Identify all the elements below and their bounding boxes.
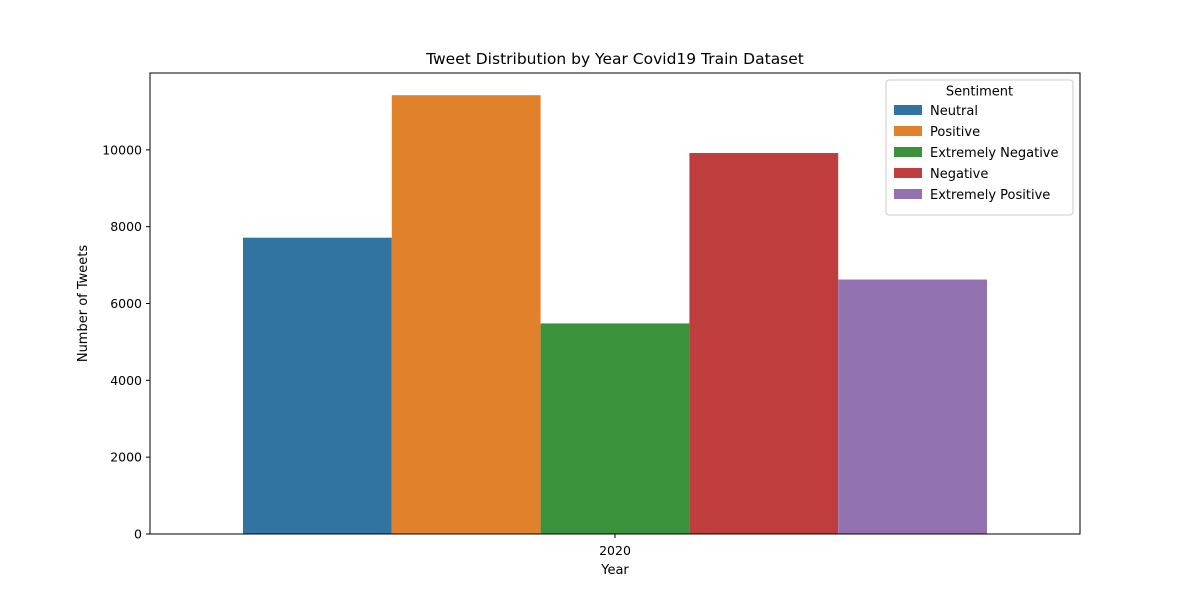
plot-frame <box>149 72 1081 535</box>
y-axis: 0 2000 4000 6000 8000 10000 <box>102 142 150 542</box>
bar-extremely-negative <box>540 323 690 534</box>
x-axis: 2020 <box>599 534 631 558</box>
y-tick-label: 6000 <box>110 296 142 311</box>
chart-title: Tweet Distribution by Year Covid19 Train… <box>425 50 804 68</box>
legend-swatch <box>894 168 922 178</box>
legend-swatch <box>894 189 922 199</box>
bar-extremely-positive <box>838 279 987 534</box>
legend-title: Sentiment <box>946 85 1013 100</box>
legend-item-negative: Negative <box>930 167 988 182</box>
legend-swatch <box>894 147 922 157</box>
bar-neutral <box>243 237 392 534</box>
bars-group <box>243 95 987 534</box>
x-tick-label: 2020 <box>599 543 631 558</box>
y-axis-label: Number of Tweets <box>76 245 91 363</box>
legend-swatch <box>894 105 922 115</box>
x-axis-label: Year <box>600 563 629 578</box>
legend-item-neutral: Neutral <box>930 104 978 119</box>
legend-item-extremely-positive: Extremely Positive <box>930 188 1050 203</box>
legend-swatch <box>894 126 922 136</box>
legend-item-extremely-negative: Extremely Negative <box>930 146 1059 161</box>
legend-box <box>885 79 1074 216</box>
y-tick-label: 2000 <box>110 450 142 465</box>
bar-positive <box>391 95 541 534</box>
bar-negative <box>689 153 839 534</box>
y-tick-label: 4000 <box>110 373 142 388</box>
y-tick-label: 10000 <box>102 142 142 157</box>
y-tick-label: 0 <box>134 527 142 542</box>
legend: Sentiment Neutral Positive Extremely Negati… <box>885 79 1074 216</box>
y-tick-label: 8000 <box>110 219 142 234</box>
legend-item-positive: Positive <box>930 125 980 140</box>
